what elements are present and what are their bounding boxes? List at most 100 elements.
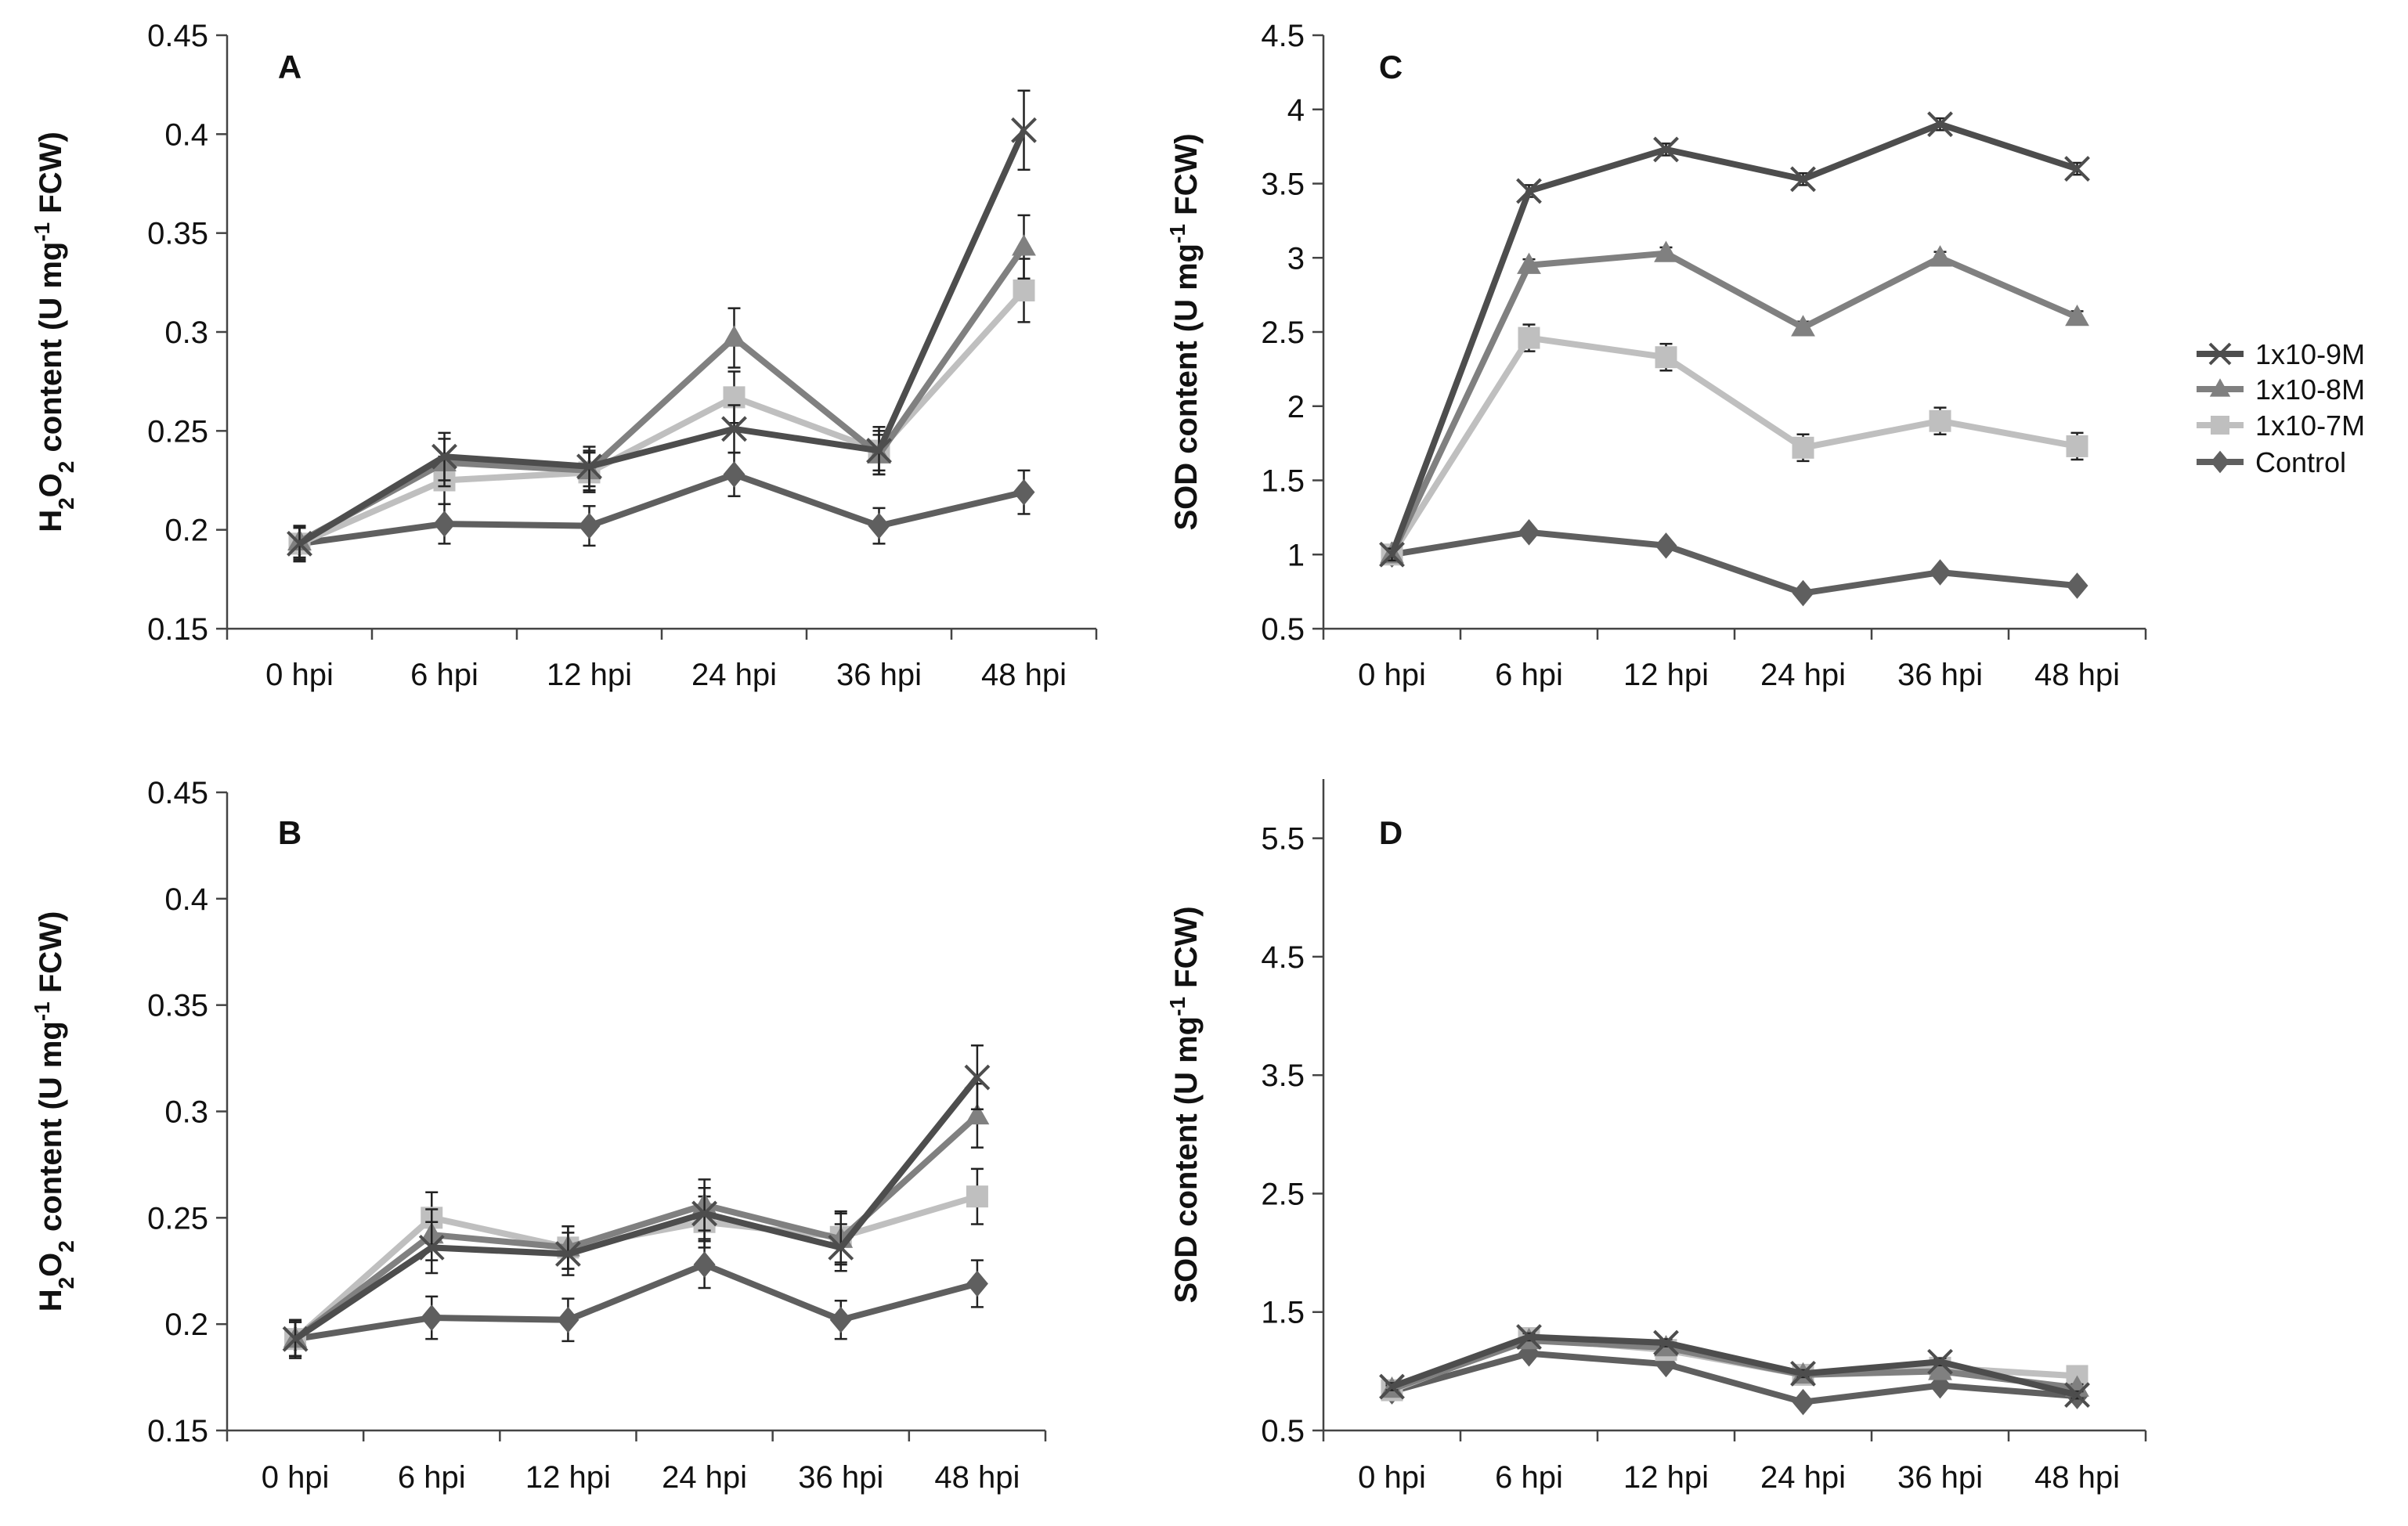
y-axis-title-part: -1 bbox=[1165, 997, 1190, 1016]
x-tick-label: 6 hpi bbox=[1495, 1460, 1563, 1495]
y-tick-label: 0.4 bbox=[164, 882, 208, 917]
legend-marker bbox=[2209, 378, 2231, 397]
legend-marker bbox=[2211, 416, 2229, 435]
data-point bbox=[1790, 166, 1816, 193]
panel-letter-b: B bbox=[278, 814, 301, 851]
data-point bbox=[282, 1326, 309, 1352]
series-line bbox=[294, 1261, 978, 1343]
series-1x10-9m bbox=[287, 89, 1037, 561]
x-tick-label: 48 hpi bbox=[981, 658, 1067, 692]
data-point bbox=[418, 1234, 445, 1261]
y-tick-label: 0.4 bbox=[164, 117, 208, 152]
data-point bbox=[965, 1102, 990, 1125]
x-tick-label: 6 hpi bbox=[398, 1460, 466, 1495]
data-point bbox=[868, 512, 890, 539]
x-tick-label: 48 hpi bbox=[2034, 658, 2120, 692]
y-axis-title-part: O bbox=[34, 1253, 68, 1277]
y-tick-label: 0.3 bbox=[164, 1095, 208, 1130]
y-axis-title-part: FCW) bbox=[34, 911, 68, 1002]
y-axis-title-part: content (U mg bbox=[34, 242, 68, 461]
y-axis-title-part: SOD content (U mg bbox=[1169, 1016, 1204, 1304]
data-point bbox=[1791, 315, 1815, 337]
x-tick-label: 0 hpi bbox=[262, 1460, 330, 1495]
y-tick-label: 0.35 bbox=[147, 989, 208, 1023]
x-tick-label: 0 hpi bbox=[265, 658, 334, 692]
data-point bbox=[2066, 435, 2088, 457]
series-line bbox=[298, 288, 1027, 547]
legend-item: 1x10-7M bbox=[2197, 409, 2365, 442]
legend-marker bbox=[2211, 450, 2229, 474]
x-tick-label: 48 hpi bbox=[934, 1460, 1020, 1495]
series-control bbox=[1381, 519, 2088, 607]
panel-d: 0.5 1.5 2.5 3.5 4.5 5.5 0 hpi 6 hpi 12 hpi 24 hpi… bbox=[1165, 779, 2147, 1495]
legend-label: 1x10-8M bbox=[2255, 373, 2365, 406]
y-tick-label: 4.5 bbox=[1261, 940, 1305, 975]
panel-letter-c: C bbox=[1379, 49, 1403, 85]
y-axis-title: H2O2 content (U mg-1 FCW) bbox=[30, 132, 78, 532]
data-point bbox=[555, 1241, 581, 1267]
y-axis-title: SOD content (U mg-1 FCW) bbox=[1165, 906, 1204, 1303]
y-tick-label: 1.5 bbox=[1261, 1296, 1305, 1330]
y-tick-label: 1.5 bbox=[1261, 464, 1305, 499]
x-tick-label: 0 hpi bbox=[1358, 1460, 1426, 1495]
x-tick-label: 36 hpi bbox=[1897, 1460, 1983, 1495]
data-point bbox=[1792, 436, 1814, 459]
y-axis-title-part: content (U mg bbox=[34, 1021, 68, 1240]
data-point bbox=[1653, 136, 1679, 163]
series-line bbox=[298, 245, 1027, 545]
data-point bbox=[723, 461, 746, 488]
data-point bbox=[1379, 541, 1405, 568]
y-tick-label: 0.45 bbox=[147, 19, 208, 53]
series-line bbox=[293, 1075, 980, 1342]
series-1x10-9m bbox=[282, 1044, 991, 1358]
y-tick-label: 3.5 bbox=[1261, 168, 1305, 202]
y-tick-label: 0.15 bbox=[147, 1414, 208, 1448]
data-point bbox=[1792, 579, 1814, 607]
y-tick-label: 0.15 bbox=[147, 612, 208, 647]
x-tick-label: 6 hpi bbox=[410, 658, 478, 692]
y-tick-label: 0.5 bbox=[1261, 1414, 1305, 1448]
data-point bbox=[433, 510, 456, 537]
y-tick-label: 3 bbox=[1287, 241, 1305, 276]
y-axis-title-part: FCW) bbox=[34, 132, 68, 222]
y-tick-label: 0.2 bbox=[164, 1308, 208, 1342]
panel-letter-a: A bbox=[278, 49, 301, 85]
y-axis-title-part: -1 bbox=[1165, 224, 1190, 244]
series-line bbox=[1388, 121, 2078, 556]
y-axis-title-part: -1 bbox=[30, 1001, 54, 1021]
x-tick-label: 12 hpi bbox=[1623, 658, 1709, 692]
y-tick-label: 2.5 bbox=[1261, 316, 1305, 350]
data-point bbox=[828, 1234, 854, 1261]
data-point bbox=[2064, 156, 2090, 182]
x-tick-label: 24 hpi bbox=[1760, 658, 1846, 692]
legend-item: 1x10-9M bbox=[2197, 338, 2365, 370]
series-line bbox=[1391, 529, 2078, 597]
series-line bbox=[1391, 1350, 2078, 1405]
y-tick-label: 4.5 bbox=[1261, 19, 1305, 53]
data-point bbox=[1517, 252, 1541, 274]
data-point bbox=[1790, 1360, 1816, 1387]
y-axis-title-part: 2 bbox=[54, 497, 78, 510]
data-point bbox=[421, 1304, 443, 1331]
series-line bbox=[1389, 334, 2078, 557]
data-point bbox=[1516, 178, 1542, 204]
y-axis-title-part: O bbox=[34, 473, 68, 497]
data-point bbox=[721, 416, 747, 442]
data-point bbox=[966, 1270, 988, 1297]
data-point bbox=[2065, 304, 2089, 326]
y-tick-label: 1 bbox=[1287, 538, 1305, 572]
data-point bbox=[1013, 279, 1035, 301]
y-tick-label: 2 bbox=[1287, 390, 1305, 424]
data-point bbox=[1654, 240, 1678, 262]
data-point bbox=[1516, 1324, 1542, 1350]
y-axis-title-part: 2 bbox=[54, 461, 78, 474]
y-axis-title-part: FCW) bbox=[1169, 906, 1204, 997]
data-point bbox=[576, 453, 602, 480]
y-axis-title-part: 2 bbox=[54, 1240, 78, 1253]
y-tick-label: 3.5 bbox=[1261, 1059, 1305, 1093]
data-point bbox=[1655, 346, 1677, 369]
data-point bbox=[287, 530, 312, 557]
data-point bbox=[1518, 519, 1540, 546]
